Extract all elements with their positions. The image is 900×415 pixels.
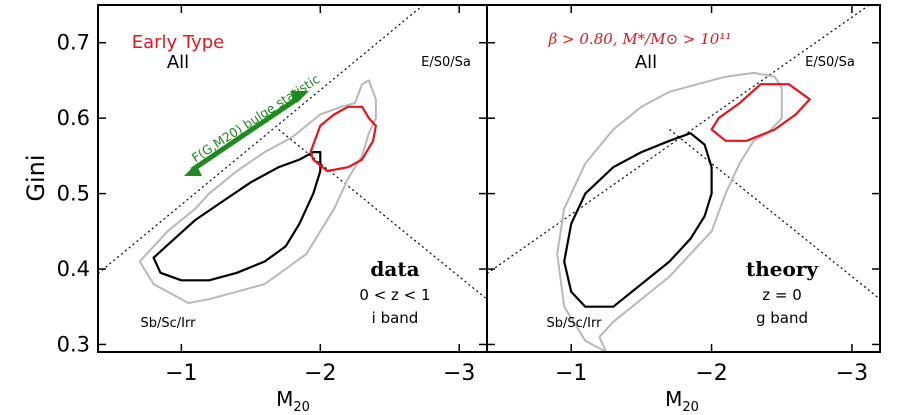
spiral-label-left: Sb/Sc/Irr bbox=[141, 316, 197, 331]
ellip-label-right: E/S0/Sa bbox=[805, 55, 855, 70]
all-inner-contour bbox=[152, 151, 322, 282]
panel-left: −1 −2 −3 F(G,M20) bulge statistic Early Ty… bbox=[98, 5, 487, 386]
x-tick-label: −1 bbox=[165, 361, 197, 386]
arrow-label: F(G,M20) bulge statistic bbox=[189, 71, 323, 165]
x-tick-label: −3 bbox=[443, 361, 475, 386]
data-title: data bbox=[370, 257, 419, 281]
svg-text:M20: M20 bbox=[276, 387, 310, 415]
arrow-head-lower bbox=[184, 164, 202, 176]
frame-right bbox=[486, 4, 881, 353]
divider-line-merger bbox=[669, 129, 880, 300]
band-label-right: g band bbox=[756, 309, 808, 327]
y-tick-label: 0.4 bbox=[57, 257, 90, 281]
arrow-shaft bbox=[190, 94, 302, 173]
x-axis-label-right: M20 bbox=[665, 387, 699, 415]
y-tick-label: 0.5 bbox=[57, 182, 90, 206]
y-tick-label: 0.6 bbox=[57, 106, 90, 130]
y-tick-label: 0.7 bbox=[57, 31, 90, 55]
criteria-label: β > 0.80, M*/M⊙ > 10¹¹ bbox=[548, 30, 732, 48]
all-outer-contour bbox=[138, 79, 377, 304]
early-type-contour bbox=[710, 83, 811, 142]
svg-text:M20: M20 bbox=[665, 387, 699, 415]
panel-right: −1 −2 −3 β > 0.80, M*/M⊙ > 10¹¹ All E/S0/S… bbox=[487, 5, 880, 386]
x-tick-label: −3 bbox=[836, 361, 868, 386]
y-axis: 0.3 0.4 0.5 0.6 0.7 bbox=[57, 31, 880, 356]
all-outer-contour bbox=[556, 71, 783, 352]
early-type-contour bbox=[309, 105, 377, 173]
theory-title: theory bbox=[746, 257, 819, 281]
x-axis-label-left: M20 bbox=[276, 387, 310, 415]
all-label-right: All bbox=[635, 52, 657, 73]
early-type-label: Early Type bbox=[132, 32, 225, 53]
x-tick-label: −2 bbox=[695, 361, 727, 386]
x-tick-label: −1 bbox=[555, 361, 587, 386]
redshift-label-right: z = 0 bbox=[762, 286, 802, 304]
spiral-label-right: Sb/Sc/Irr bbox=[547, 316, 603, 331]
x-tick-label: −2 bbox=[304, 361, 336, 386]
all-label-left: All bbox=[167, 52, 189, 73]
band-label-left: i band bbox=[372, 309, 419, 327]
all-inner-contour bbox=[563, 132, 713, 308]
ellip-label-left: E/S0/Sa bbox=[421, 55, 471, 70]
y-axis-label: Gini bbox=[22, 154, 50, 201]
y-tick-label: 0.3 bbox=[57, 332, 90, 356]
arrow-head-upper bbox=[290, 91, 309, 103]
redshift-label-left: 0 < z < 1 bbox=[359, 286, 430, 304]
divider-line-early-late bbox=[98, 5, 425, 275]
